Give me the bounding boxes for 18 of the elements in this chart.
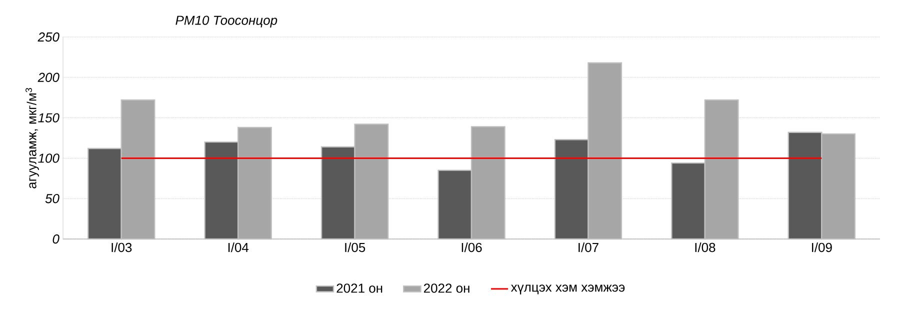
x-tick-label: I/04 — [228, 242, 249, 252]
y-tick-label: 150 — [38, 113, 60, 122]
y-tick-label: 0 — [52, 234, 60, 244]
x-tick-label: I/09 — [812, 242, 832, 252]
x-tick-label: I/06 — [462, 242, 482, 252]
y-tick-label: 50 — [45, 194, 60, 204]
legend-label: 2022 он — [424, 284, 470, 293]
x-tick-label: I/08 — [695, 242, 716, 252]
y-axis-title: агууламж, мкг/м$^{3}$ — [26, 88, 39, 188]
x-tick-label: I/03 — [112, 242, 132, 252]
x-tick-label: I/07 — [578, 242, 598, 252]
chart-title: PM10 Тоосонцор — [176, 16, 278, 28]
y-tick-label: 250 — [38, 32, 60, 42]
y-tick-label: 200 — [38, 72, 60, 82]
legend-label: хүлцэх хэм хэмжээ — [510, 284, 625, 294]
legend-label: 2021 он — [336, 284, 382, 293]
x-tick-label: I/05 — [345, 242, 366, 252]
y-tick-label: 100 — [38, 154, 60, 163]
